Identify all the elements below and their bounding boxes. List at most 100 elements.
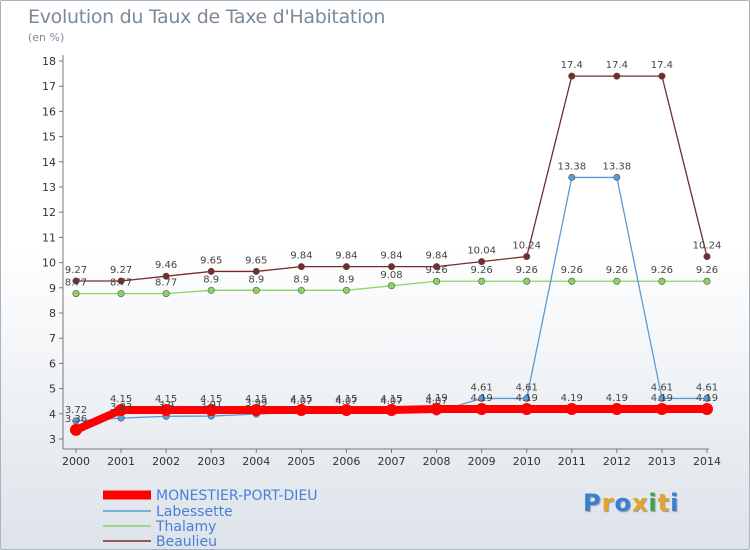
data-label: 8.77: [155, 278, 177, 289]
data-point: [297, 263, 305, 271]
data-point: [568, 173, 576, 181]
y-tick-label: 5: [49, 383, 56, 396]
x-tick-label: 2013: [648, 455, 676, 468]
data-label: 8.9: [338, 274, 354, 285]
y-tick-label: 14: [42, 156, 56, 169]
y-tick-label: 3: [49, 433, 56, 446]
data-point: [433, 263, 441, 271]
data-point: [250, 404, 263, 417]
series-monestier-port-dieu: [70, 403, 713, 436]
data-label: 3.83: [110, 402, 132, 413]
data-label: 9.26: [516, 265, 538, 276]
data-point: [523, 253, 531, 261]
data-label: 9.65: [200, 255, 222, 266]
data-point: [342, 286, 350, 294]
legend-label: Thalamy: [155, 519, 216, 535]
y-tick-label: 11: [42, 231, 56, 244]
data-label: 4.07: [425, 396, 447, 407]
data-point: [340, 404, 353, 417]
data-label: 4.15: [155, 394, 177, 405]
data-point: [613, 72, 621, 80]
data-point: [658, 277, 666, 285]
data-point: [478, 277, 486, 285]
data-label: 3.36: [65, 414, 87, 425]
legend-item: MONESTIER-PORT-DIEU: [103, 488, 318, 504]
data-point: [295, 404, 308, 417]
data-label: 9.84: [335, 251, 357, 262]
data-point: [701, 403, 713, 416]
data-label: 8.9: [248, 274, 264, 285]
data-label: 4.19: [471, 393, 493, 404]
data-label: 4.07: [335, 396, 357, 407]
x-tick-label: 2011: [558, 455, 586, 468]
logo-letter: t: [657, 489, 671, 517]
x-tick-label: 2001: [107, 455, 135, 468]
logo-letter: r: [601, 489, 615, 517]
data-point: [297, 286, 305, 294]
data-label: 10.04: [467, 246, 496, 257]
y-tick-label: 13: [42, 181, 56, 194]
data-point: [430, 403, 443, 416]
data-point: [655, 403, 668, 416]
data-point: [658, 72, 666, 80]
data-point: [568, 277, 576, 285]
y-tick-label: 15: [42, 131, 56, 144]
x-tick-label: 2009: [468, 455, 496, 468]
data-point: [117, 290, 125, 298]
data-label: 9.26: [561, 265, 583, 276]
data-label: 13.38: [603, 161, 632, 172]
data-label: 4.19: [425, 393, 447, 404]
data-point: [205, 404, 218, 417]
data-label: 9.26: [425, 265, 447, 276]
series-labessette: [72, 173, 711, 425]
data-label: 9.65: [245, 255, 267, 266]
data-label: 9.26: [606, 265, 628, 276]
data-point: [568, 72, 576, 80]
x-tick-label: 2006: [332, 455, 360, 468]
data-label: 9.27: [65, 265, 87, 276]
data-point: [613, 277, 621, 285]
x-tick-label: 2007: [378, 455, 406, 468]
data-label: 9.46: [155, 260, 177, 271]
data-label: 10.24: [512, 241, 541, 252]
data-label: 4.15: [110, 394, 132, 405]
x-tick-label: 2012: [603, 455, 631, 468]
data-point: [162, 272, 170, 280]
legend-item: Labessette: [103, 504, 233, 520]
x-tick-label: 2005: [287, 455, 315, 468]
data-point: [117, 277, 125, 285]
y-tick-label: 16: [42, 105, 56, 118]
data-point: [703, 277, 711, 285]
x-tick-label: 2002: [152, 455, 180, 468]
data-label: 4.19: [651, 393, 673, 404]
y-tick-label: 9: [49, 282, 56, 295]
data-point: [387, 282, 395, 290]
logo-letter: P: [583, 489, 602, 517]
data-point: [478, 394, 486, 402]
series-line: [75, 176, 708, 422]
legend-label: Labessette: [156, 504, 233, 520]
data-label: 9.08: [380, 270, 402, 281]
data-label: 9.84: [380, 251, 402, 262]
x-tick-label: 2004: [242, 455, 270, 468]
series-thalamy: [72, 277, 711, 298]
data-point: [658, 394, 666, 402]
data-label: 4.19: [606, 393, 628, 404]
data-label: 8.9: [203, 274, 219, 285]
data-label: 3.9: [158, 400, 174, 411]
data-point: [252, 286, 260, 294]
data-label: 8.77: [65, 278, 87, 289]
data-label: 4.19: [696, 393, 718, 404]
data-label: 4.15: [290, 394, 312, 405]
data-point: [703, 394, 711, 402]
data-point: [207, 286, 215, 294]
data-point: [613, 173, 621, 181]
data-point: [565, 403, 578, 416]
legend-item: Thalamy: [103, 519, 216, 535]
legend-label: Beaulieu: [156, 534, 217, 549]
data-point: [207, 267, 215, 275]
y-tick-label: 10: [42, 257, 56, 270]
data-label: 4.19: [561, 393, 583, 404]
